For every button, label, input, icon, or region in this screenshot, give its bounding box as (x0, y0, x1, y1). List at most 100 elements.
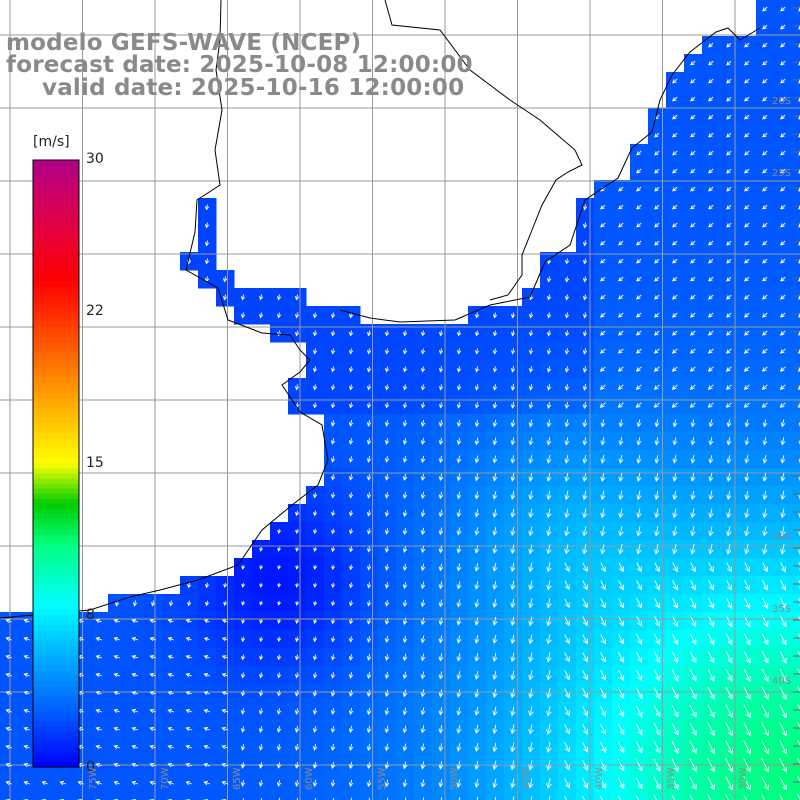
wind-arrow (582, 723, 589, 735)
wind-arrow (221, 762, 228, 768)
wind-arrow (689, 722, 697, 736)
wind-arrow (546, 616, 552, 627)
wind-arrow (167, 619, 174, 624)
wind-arrow (438, 330, 444, 337)
colorbar-segment (33, 478, 79, 485)
wind-arrow (779, 615, 787, 628)
wind-arrow (636, 490, 642, 501)
wind-speed-cell (162, 792, 181, 800)
wind-arrow (510, 508, 516, 518)
wind-arrow (167, 708, 174, 714)
wind-arrow (348, 366, 354, 373)
wind-arrow (600, 276, 606, 282)
wind-arrow (708, 60, 714, 66)
wind-arrow (707, 615, 715, 628)
wind-arrow (762, 78, 768, 84)
wind-arrow (600, 204, 606, 210)
wind-arrow (689, 651, 697, 664)
wind-arrow (313, 636, 318, 643)
wind-arrow (618, 455, 624, 464)
wind-arrow (780, 455, 786, 464)
wind-arrow (438, 599, 444, 608)
latitude-label: 30S (772, 532, 792, 543)
wind-arrow (635, 795, 640, 800)
wind-arrow (689, 669, 697, 682)
wind-arrow (313, 528, 318, 535)
wind-arrow (510, 742, 516, 753)
wind-speed-cell (306, 792, 325, 800)
wind-arrow (420, 455, 426, 464)
wind-arrow (295, 600, 300, 606)
longitude-label: 60W (304, 767, 315, 790)
wind-speed-cell (792, 18, 800, 37)
wind-arrow (95, 744, 102, 750)
wind-arrow (780, 562, 786, 573)
wind-arrow (654, 330, 660, 336)
wind-arrow (330, 474, 336, 481)
wind-arrow (456, 779, 462, 788)
wind-arrow (456, 330, 462, 337)
wind-arrow (762, 419, 768, 428)
wind-arrow (528, 778, 534, 789)
wind-arrow (582, 222, 588, 229)
wind-arrow (402, 509, 408, 518)
wind-arrow (761, 597, 769, 610)
wind-arrow (725, 740, 733, 755)
wind-arrow (798, 548, 800, 555)
wind-arrow (708, 579, 715, 591)
wind-arrow (546, 455, 552, 464)
wind-arrow (744, 222, 750, 228)
colorbar-segment (33, 210, 79, 217)
wind-arrow (798, 579, 800, 589)
wind-arrow (132, 600, 138, 607)
wind-arrow (780, 24, 786, 30)
wind-arrow (420, 635, 426, 644)
wind-arrow (582, 580, 588, 591)
wind-arrow (743, 776, 751, 791)
wind-arrow (599, 759, 607, 772)
wind-arrow (510, 616, 516, 627)
wind-arrow (582, 240, 588, 247)
wind-arrow (294, 294, 300, 301)
wind-arrow (798, 440, 800, 446)
latitude-label: 25S (772, 168, 792, 179)
wind-arrow (420, 599, 426, 608)
wind-arrow (402, 348, 408, 355)
wind-arrow (474, 742, 480, 752)
wind-arrow (476, 796, 479, 800)
wind-arrow (600, 294, 606, 300)
wind-arrow (726, 472, 732, 482)
colorbar-segment (33, 534, 79, 540)
wind-arrow (546, 652, 552, 663)
wind-arrow (635, 741, 643, 754)
wind-arrow (330, 725, 336, 733)
wind-arrow (528, 598, 534, 609)
wind-arrow (635, 687, 643, 700)
wind-arrow (743, 686, 751, 701)
wind-arrow (599, 366, 606, 372)
wind-arrow (726, 132, 732, 138)
wind-arrow (762, 168, 768, 174)
wind-arrow (617, 759, 625, 772)
wind-arrow (348, 689, 354, 697)
wind-arrow (743, 294, 750, 300)
forecast-date: forecast date: 2025-10-08 12:00:00 (6, 52, 473, 78)
wind-arrow (582, 419, 588, 428)
wind-arrow (313, 600, 318, 607)
wind-arrow (582, 795, 585, 800)
wind-arrow (295, 654, 300, 661)
wind-arrow (313, 546, 318, 553)
wind-arrow (762, 60, 768, 66)
wind-arrow (779, 633, 787, 646)
wind-arrow (707, 758, 715, 773)
wind-speed-cell (792, 342, 800, 361)
wind-arrow (797, 704, 800, 716)
wind-arrow (690, 455, 696, 464)
wind-arrow (726, 490, 732, 501)
wind-arrow (708, 114, 714, 120)
wind-arrow (690, 312, 696, 318)
colorbar-segment (33, 311, 79, 318)
wind-arrow (618, 330, 624, 336)
wind-arrow (150, 600, 156, 607)
wind-arrow (402, 419, 408, 427)
